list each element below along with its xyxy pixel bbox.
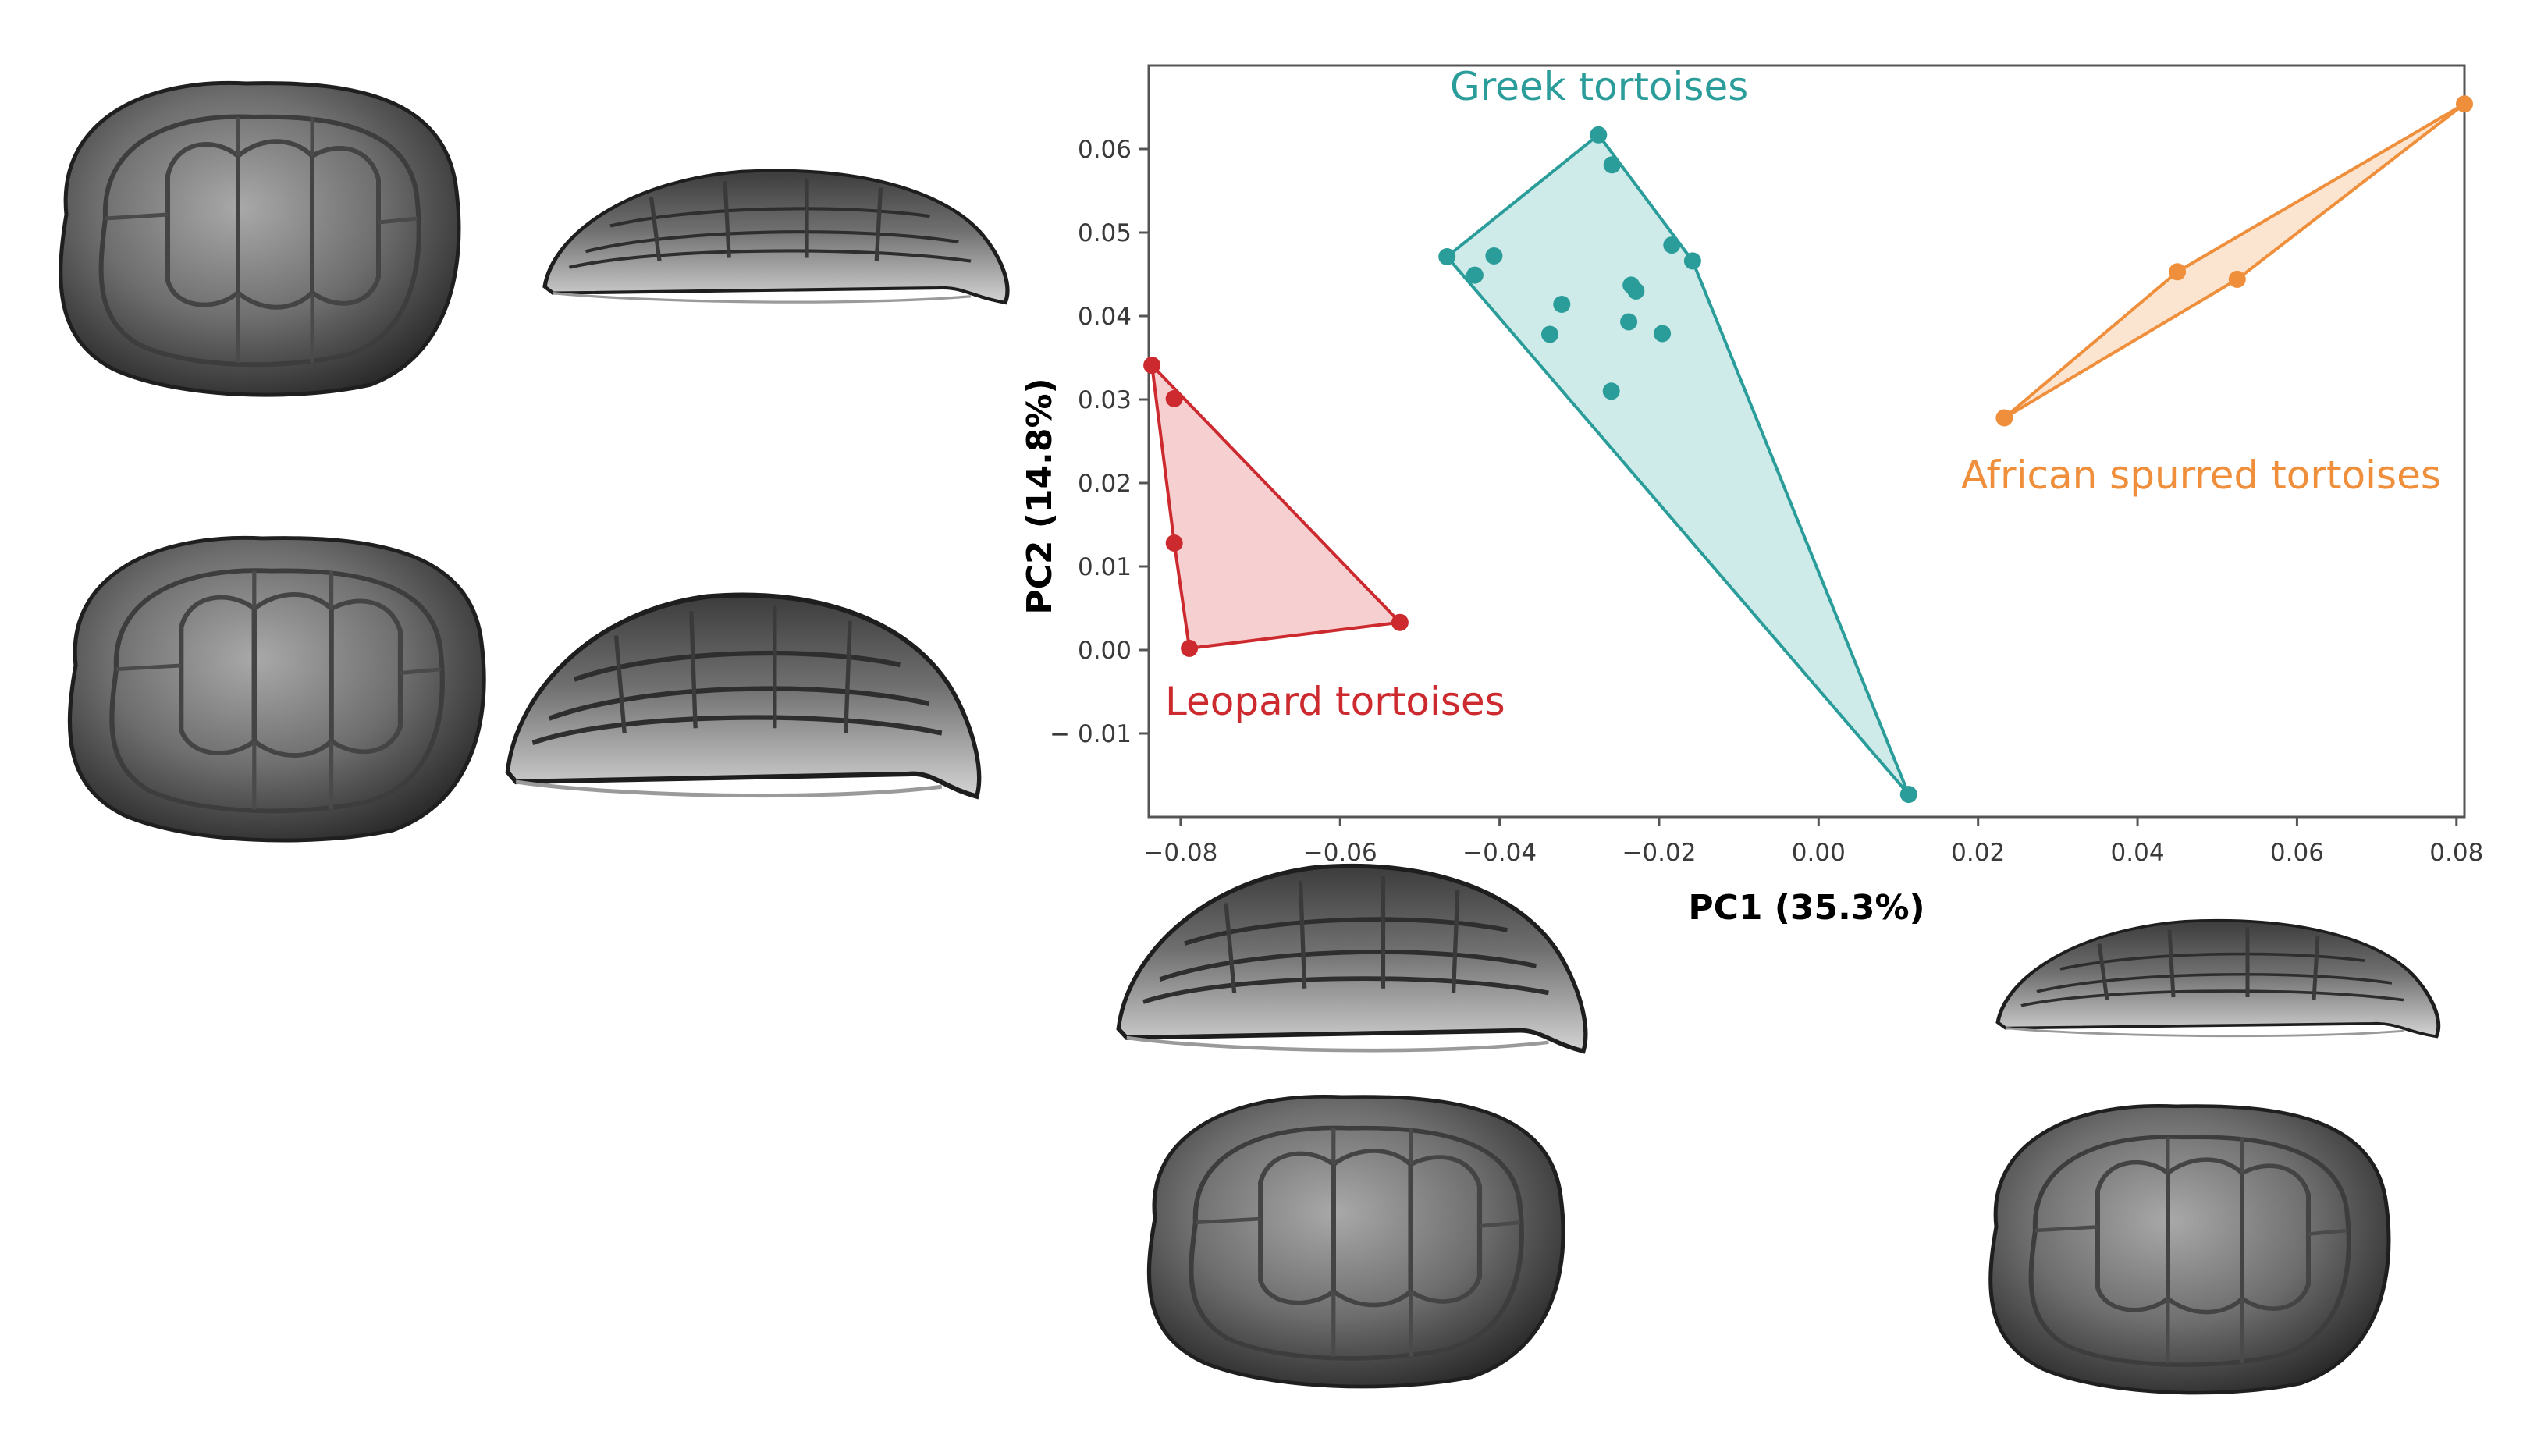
point-greek-tortoises [1485,247,1503,265]
y-tick-label: 0.01 [1078,553,1132,581]
point-african-spurred-tortoises [2456,95,2473,113]
x-tick-label: −0.08 [1143,839,1217,867]
label-greek-tortoises: Greek tortoises [1450,64,1748,109]
x-tick-label: −0.02 [1622,839,1696,867]
point-african-spurred-tortoises [2228,270,2246,288]
point-leopard-tortoises [1165,534,1183,552]
shell-dorsal-image [1149,1096,1563,1387]
y-axis-ticks: − 0.01 0.00 0.01 0.02 0.03 0.04 0.05 0.06 [1050,136,1149,748]
x-axis-title: PC1 (35.3%) [1688,888,1924,928]
x-tick-label: −0.06 [1303,839,1377,867]
point-leopard-tortoises [1165,389,1183,407]
hull-greek-tortoises [1445,133,1910,797]
x-tick-label: 0.02 [1951,839,2005,867]
hull-african-spurred-tortoises [2002,102,2466,420]
point-leopard-tortoises [1143,357,1161,375]
y-tick-label: 0.06 [1078,136,1132,164]
shell-lateral-image [507,595,979,797]
shell-lateral-image [1118,866,1586,1051]
shell-dorsal-image [69,538,484,840]
point-greek-tortoises [1663,236,1681,254]
x-tick-label: −0.04 [1462,839,1537,867]
y-tick-label: 0.05 [1078,219,1132,247]
label-african-spurred-tortoises: African spurred tortoises [1961,453,2441,498]
point-greek-tortoises [1620,313,1638,331]
y-tick-label: 0.03 [1078,386,1132,414]
y-tick-label: 0.00 [1078,637,1132,665]
plot-frame [1147,64,2466,819]
point-greek-tortoises [1899,786,1917,804]
point-greek-tortoises [1627,282,1645,300]
point-greek-tortoises [1683,252,1701,270]
point-greek-tortoises [1602,382,1620,400]
label-leopard-tortoises: Leopard tortoises [1165,679,1505,724]
point-african-spurred-tortoises [1995,409,2013,427]
x-tick-label: 0.04 [2111,839,2165,867]
points-layer [1143,95,2473,804]
shell-dorsal-image [1991,1106,2389,1393]
point-greek-tortoises [1553,296,1571,313]
point-greek-tortoises [1603,156,1621,174]
y-tick-label: 0.04 [1078,303,1132,331]
point-greek-tortoises [1466,266,1484,284]
point-leopard-tortoises [1391,613,1409,631]
y-tick-label: 0.02 [1078,470,1132,498]
point-greek-tortoises [1654,325,1672,343]
shell-lateral-image [1998,921,2439,1037]
y-axis-title: PC2 (14.8%) [1020,378,1060,614]
point-greek-tortoises [1541,325,1558,343]
x-tick-label: 0.08 [2429,839,2483,867]
shell-lateral-image [545,171,1007,303]
point-greek-tortoises [1438,248,1456,265]
x-axis-ticks: −0.08 −0.06 −0.04 −0.02 0.00 0.02 0.04 0.06 0.08 [1143,817,2483,867]
y-tick-label: − 0.01 [1050,720,1132,748]
hull-leopard-tortoises [1150,364,1402,650]
point-greek-tortoises [1590,126,1608,144]
point-leopard-tortoises [1181,639,1199,657]
shell-dorsal-image [61,83,459,395]
point-african-spurred-tortoises [2169,263,2187,281]
x-tick-label: 0.00 [1792,839,1846,867]
x-tick-label: 0.06 [2270,839,2324,867]
